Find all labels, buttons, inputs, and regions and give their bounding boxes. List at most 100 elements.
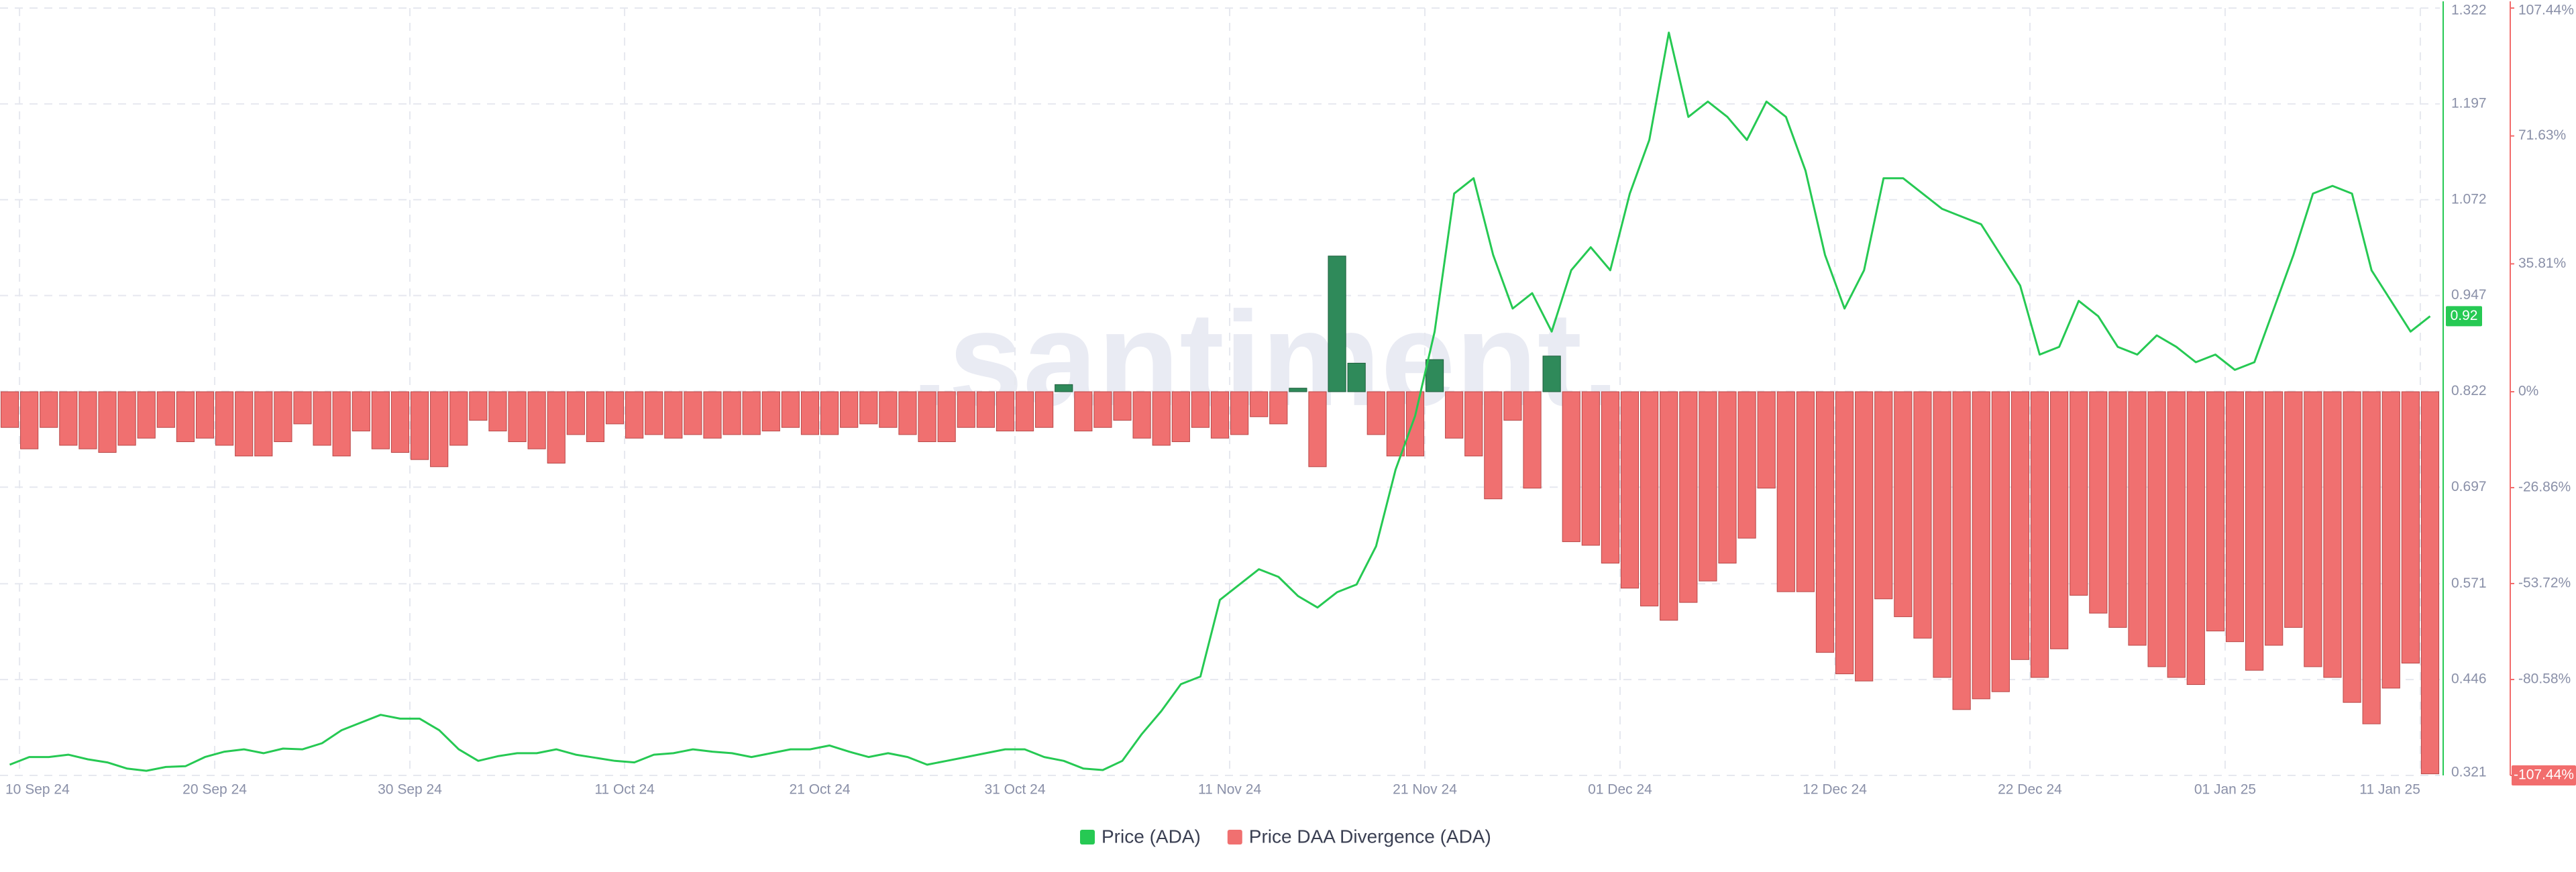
bar bbox=[1210, 391, 1230, 439]
bar bbox=[1113, 391, 1132, 421]
bar bbox=[176, 391, 195, 443]
bar bbox=[996, 391, 1015, 432]
bar bbox=[215, 391, 234, 446]
bar bbox=[2225, 391, 2245, 643]
bar bbox=[1523, 391, 1542, 489]
bar bbox=[1660, 391, 1678, 621]
bar bbox=[840, 391, 859, 428]
bar bbox=[2030, 391, 2049, 678]
bar bbox=[1230, 391, 1249, 435]
bar bbox=[1074, 391, 1093, 432]
y2-tick-label: 71.63% bbox=[2518, 127, 2566, 143]
bar bbox=[352, 391, 370, 432]
bar bbox=[820, 391, 839, 435]
bar bbox=[488, 391, 507, 432]
bar bbox=[410, 391, 429, 460]
bar bbox=[313, 391, 331, 446]
x-tick-label: 11 Jan 25 bbox=[2359, 782, 2420, 798]
y2-tick-label: 107.44% bbox=[2518, 3, 2574, 18]
bar bbox=[1308, 391, 1327, 468]
bar bbox=[430, 391, 449, 468]
bar bbox=[2343, 391, 2361, 703]
bar bbox=[1328, 256, 1346, 392]
bar bbox=[781, 391, 800, 428]
bar bbox=[1894, 391, 1913, 617]
bar bbox=[156, 391, 175, 428]
y-tick-label: 1.072 bbox=[2451, 191, 2487, 207]
bar bbox=[1250, 391, 1269, 417]
bar bbox=[1093, 391, 1112, 428]
bar bbox=[2206, 391, 2224, 632]
x-tick-label: 11 Oct 24 bbox=[594, 782, 655, 798]
bar bbox=[1562, 391, 1580, 543]
bar bbox=[2284, 391, 2303, 628]
bar bbox=[137, 391, 156, 439]
x-tick-label: 11 Nov 24 bbox=[1198, 782, 1261, 798]
bar bbox=[2167, 391, 2186, 678]
y-tick-label: 1.197 bbox=[2451, 95, 2487, 111]
bar bbox=[1699, 391, 1717, 582]
bar bbox=[645, 391, 663, 435]
bar bbox=[1269, 391, 1288, 425]
bar bbox=[1405, 391, 1425, 457]
x-tick-label: 12 Dec 24 bbox=[1803, 782, 1867, 798]
price-badge-bg bbox=[2446, 306, 2482, 327]
bar bbox=[1171, 391, 1190, 443]
bar bbox=[293, 391, 312, 425]
bar bbox=[1035, 391, 1054, 428]
bar bbox=[2362, 391, 2381, 724]
bar bbox=[1366, 391, 1385, 435]
legend-label: Price (ADA) bbox=[1102, 826, 1201, 847]
y-tick-label: 0.321 bbox=[2451, 765, 2487, 780]
y2-badge-bg bbox=[2512, 765, 2576, 785]
bar bbox=[2245, 391, 2264, 671]
y2-tick-label: 35.81% bbox=[2518, 256, 2566, 271]
bar bbox=[59, 391, 78, 446]
bar bbox=[2147, 391, 2166, 667]
bar bbox=[1055, 384, 1073, 392]
bar bbox=[1952, 391, 1971, 710]
x-tick-label: 22 Dec 24 bbox=[1998, 782, 2062, 798]
bar bbox=[879, 391, 898, 428]
x-tick-label: 10 Sep 24 bbox=[5, 782, 70, 798]
bar bbox=[1015, 391, 1034, 432]
bar bbox=[625, 391, 644, 439]
bar bbox=[449, 391, 468, 446]
price-badge: 0.92 bbox=[2451, 308, 2478, 323]
bar bbox=[20, 391, 39, 449]
bar bbox=[2010, 391, 2030, 660]
x-tick-label: 01 Jan 25 bbox=[2194, 782, 2256, 798]
x-tick-label: 21 Oct 24 bbox=[790, 782, 851, 798]
bar bbox=[1776, 391, 1795, 592]
bar bbox=[2420, 391, 2440, 775]
bar bbox=[859, 391, 878, 425]
bar bbox=[800, 391, 820, 435]
bar bbox=[566, 391, 585, 435]
bar bbox=[1679, 391, 1698, 603]
bar bbox=[1425, 359, 1444, 392]
bar bbox=[1796, 391, 1815, 592]
bar bbox=[2186, 391, 2205, 686]
bar bbox=[1640, 391, 1659, 606]
bar bbox=[547, 391, 566, 464]
bar bbox=[508, 391, 527, 443]
bar bbox=[1152, 391, 1171, 446]
bar bbox=[898, 391, 917, 435]
bar bbox=[742, 391, 761, 435]
bar bbox=[2089, 391, 2108, 614]
y2-tick-label: 0% bbox=[2518, 384, 2538, 399]
bar bbox=[1581, 391, 1600, 546]
bar bbox=[2304, 391, 2322, 667]
bar bbox=[703, 391, 722, 439]
bar bbox=[235, 391, 254, 457]
legend-swatch bbox=[1080, 830, 1095, 844]
y-tick-label: 0.822 bbox=[2451, 383, 2487, 398]
bar bbox=[1933, 391, 1951, 678]
bar bbox=[2265, 391, 2284, 646]
y-tick-label: 0.697 bbox=[2451, 479, 2487, 494]
bar bbox=[918, 391, 936, 443]
legend-label: Price DAA Divergence (ADA) bbox=[1249, 826, 1491, 847]
bar bbox=[1757, 391, 1776, 489]
bar bbox=[586, 391, 605, 443]
